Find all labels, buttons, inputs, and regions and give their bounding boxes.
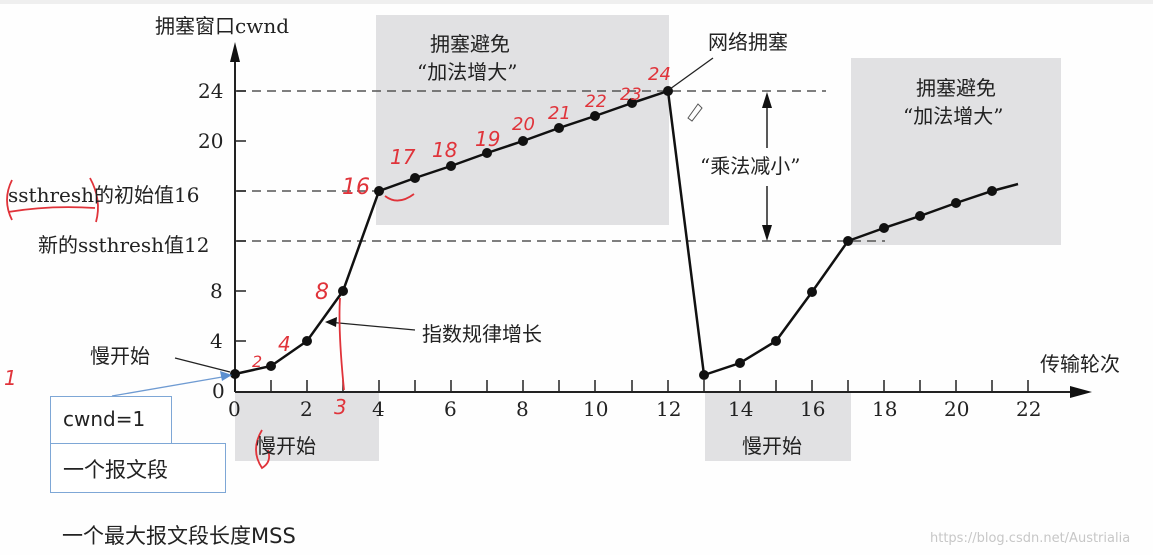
congestion-avoidance-region-1 xyxy=(376,15,669,225)
x-tick-0: 0 xyxy=(228,397,241,421)
pencil-cursor-icon xyxy=(687,103,703,122)
x-tick-22: 22 xyxy=(1016,397,1042,421)
y-ticks xyxy=(235,90,246,342)
top-border xyxy=(0,0,1153,4)
x-tick-16: 16 xyxy=(800,397,826,421)
y-axis-arrow-icon xyxy=(230,42,240,62)
watermark: https://blog.csdn.net/Austrialia xyxy=(930,531,1131,546)
mss-note-text: 一个最大报文段长度MSS xyxy=(62,524,296,548)
exponential-arrow-icon xyxy=(325,317,337,327)
x-axis-title: 传输轮次 xyxy=(1040,352,1120,376)
slow-start-pointer-label: 慢开始 xyxy=(90,344,150,368)
y-tick-0: 0 xyxy=(212,379,225,403)
multiplicative-decrease-label: “乘法减小” xyxy=(700,150,801,179)
data-points xyxy=(230,86,997,380)
x-tick-10: 10 xyxy=(583,397,609,421)
up-arrow-icon xyxy=(762,92,772,108)
ca1-title: 拥塞避免 xyxy=(430,32,510,56)
reference-lines xyxy=(237,90,885,242)
hw-19: 19 xyxy=(475,127,501,151)
hw-8: 8 xyxy=(315,280,329,305)
x-axis-arrow-icon xyxy=(1070,386,1092,398)
exponential-growth-label: 指数规律增长 xyxy=(422,322,542,346)
x-ticks xyxy=(270,380,1029,392)
hw-3: 3 xyxy=(334,395,347,419)
network-congestion-label: 网络拥塞 xyxy=(708,30,788,54)
y-tick-24: 24 xyxy=(198,79,224,103)
leader-lines xyxy=(174,57,714,373)
segment-note-text: 一个报文段 xyxy=(63,458,168,482)
axes xyxy=(234,55,1075,393)
x-tick-12: 12 xyxy=(656,397,682,421)
hw-20: 20 xyxy=(512,114,535,135)
x-tick-18: 18 xyxy=(872,397,898,421)
x-tick-14: 14 xyxy=(728,397,754,421)
hw-2: 2 xyxy=(252,352,263,371)
hw-21: 21 xyxy=(548,103,571,124)
x-tick-6: 6 xyxy=(444,397,457,421)
slow-start-label-2: 慢开始 xyxy=(742,434,802,458)
hw-4: 4 xyxy=(278,332,291,356)
ssthresh-initial-label: ssthresh的初始值16 xyxy=(8,183,200,207)
x-tick-8: 8 xyxy=(516,397,529,421)
ca1-subtitle: “加法增大” xyxy=(417,60,518,84)
slow-start-region-2 xyxy=(705,392,851,461)
y-tick-4: 4 xyxy=(210,329,223,353)
y-tick-20: 20 xyxy=(198,129,224,153)
x-tick-4: 4 xyxy=(372,397,385,421)
ssthresh-new-label: 新的ssthresh值12 xyxy=(38,233,210,257)
hw-16: 16 xyxy=(342,175,370,200)
slow-start-label-1: 慢开始 xyxy=(256,434,316,458)
hw-22: 22 xyxy=(585,92,607,112)
ca2-subtitle: “加法增大” xyxy=(903,104,1004,128)
cwnd-note-text: cwnd=1 xyxy=(63,407,146,431)
hw-23: 23 xyxy=(620,85,642,105)
callout-arrow-icon xyxy=(220,371,232,381)
hw-1: 1 xyxy=(4,366,17,390)
congestion-avoidance-region-2 xyxy=(851,58,1061,245)
slow-start-region-1 xyxy=(235,392,379,461)
ca2-title: 拥塞避免 xyxy=(916,76,996,100)
x-tick-2: 2 xyxy=(300,397,313,421)
hw-17: 17 xyxy=(390,145,416,169)
y-tick-8: 8 xyxy=(210,279,223,303)
hw-18: 18 xyxy=(432,138,458,162)
down-arrow-icon xyxy=(762,225,772,241)
x-tick-20: 20 xyxy=(944,397,970,421)
cwnd-note-box: cwnd=1 xyxy=(50,396,172,446)
y-axis-title: 拥塞窗口cwnd xyxy=(155,14,290,38)
handwritten-marks xyxy=(6,177,415,470)
segment-note-box: 一个报文段 xyxy=(50,443,226,493)
hw-24: 24 xyxy=(648,64,671,85)
callout-pointer xyxy=(111,375,229,397)
